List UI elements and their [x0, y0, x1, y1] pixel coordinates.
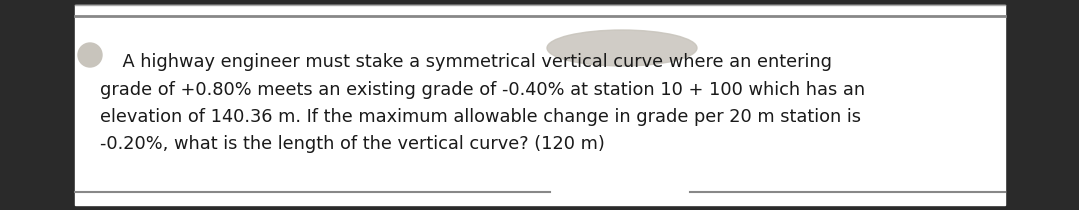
Circle shape: [78, 43, 103, 67]
Text: -0.20%, what is the length of the vertical curve? (120 m): -0.20%, what is the length of the vertic…: [100, 135, 605, 153]
Text: elevation of 140.36 m. If the maximum allowable change in grade per 20 m station: elevation of 140.36 m. If the maximum al…: [100, 108, 861, 126]
Text: grade of +0.80% meets an existing grade of -0.40% at station 10 + 100 which has : grade of +0.80% meets an existing grade …: [100, 81, 865, 99]
Bar: [76, 5, 1005, 205]
Text: A highway engineer must stake a symmetrical vertical curve where an entering: A highway engineer must stake a symmetri…: [100, 53, 832, 71]
Ellipse shape: [547, 30, 697, 66]
